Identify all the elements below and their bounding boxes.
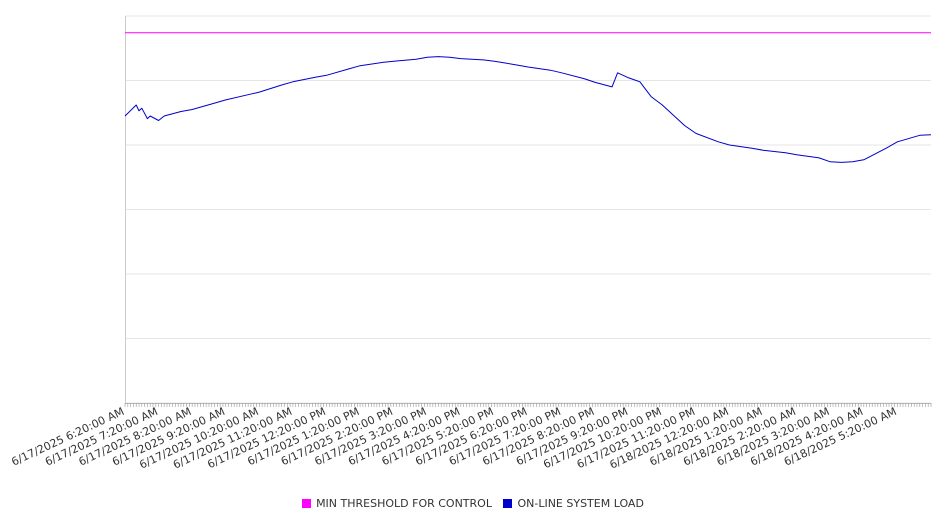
series-line-system-load bbox=[124, 56, 932, 163]
x-tick-labels: 6/17/2025 6:20:00 AM6/17/2025 7:20:00 AM… bbox=[9, 405, 898, 472]
legend-item-system-load: ON-LINE SYSTEM LOAD bbox=[503, 497, 644, 510]
legend-swatch-system-load bbox=[503, 499, 513, 508]
series-lines bbox=[124, 32, 932, 163]
legend-swatch-threshold bbox=[302, 499, 312, 508]
legend-label-threshold: MIN THRESHOLD FOR CONTROL bbox=[316, 497, 492, 510]
legend: MIN THRESHOLD FOR CONTROL ON-LINE SYSTEM… bbox=[0, 497, 946, 510]
legend-item-threshold: MIN THRESHOLD FOR CONTROL bbox=[302, 497, 492, 510]
axes bbox=[124, 16, 932, 407]
legend-label-system-load: ON-LINE SYSTEM LOAD bbox=[517, 497, 644, 510]
line-chart: 6/17/2025 6:20:00 AM6/17/2025 7:20:00 AM… bbox=[9, 15, 932, 472]
gridlines bbox=[125, 15, 931, 404]
